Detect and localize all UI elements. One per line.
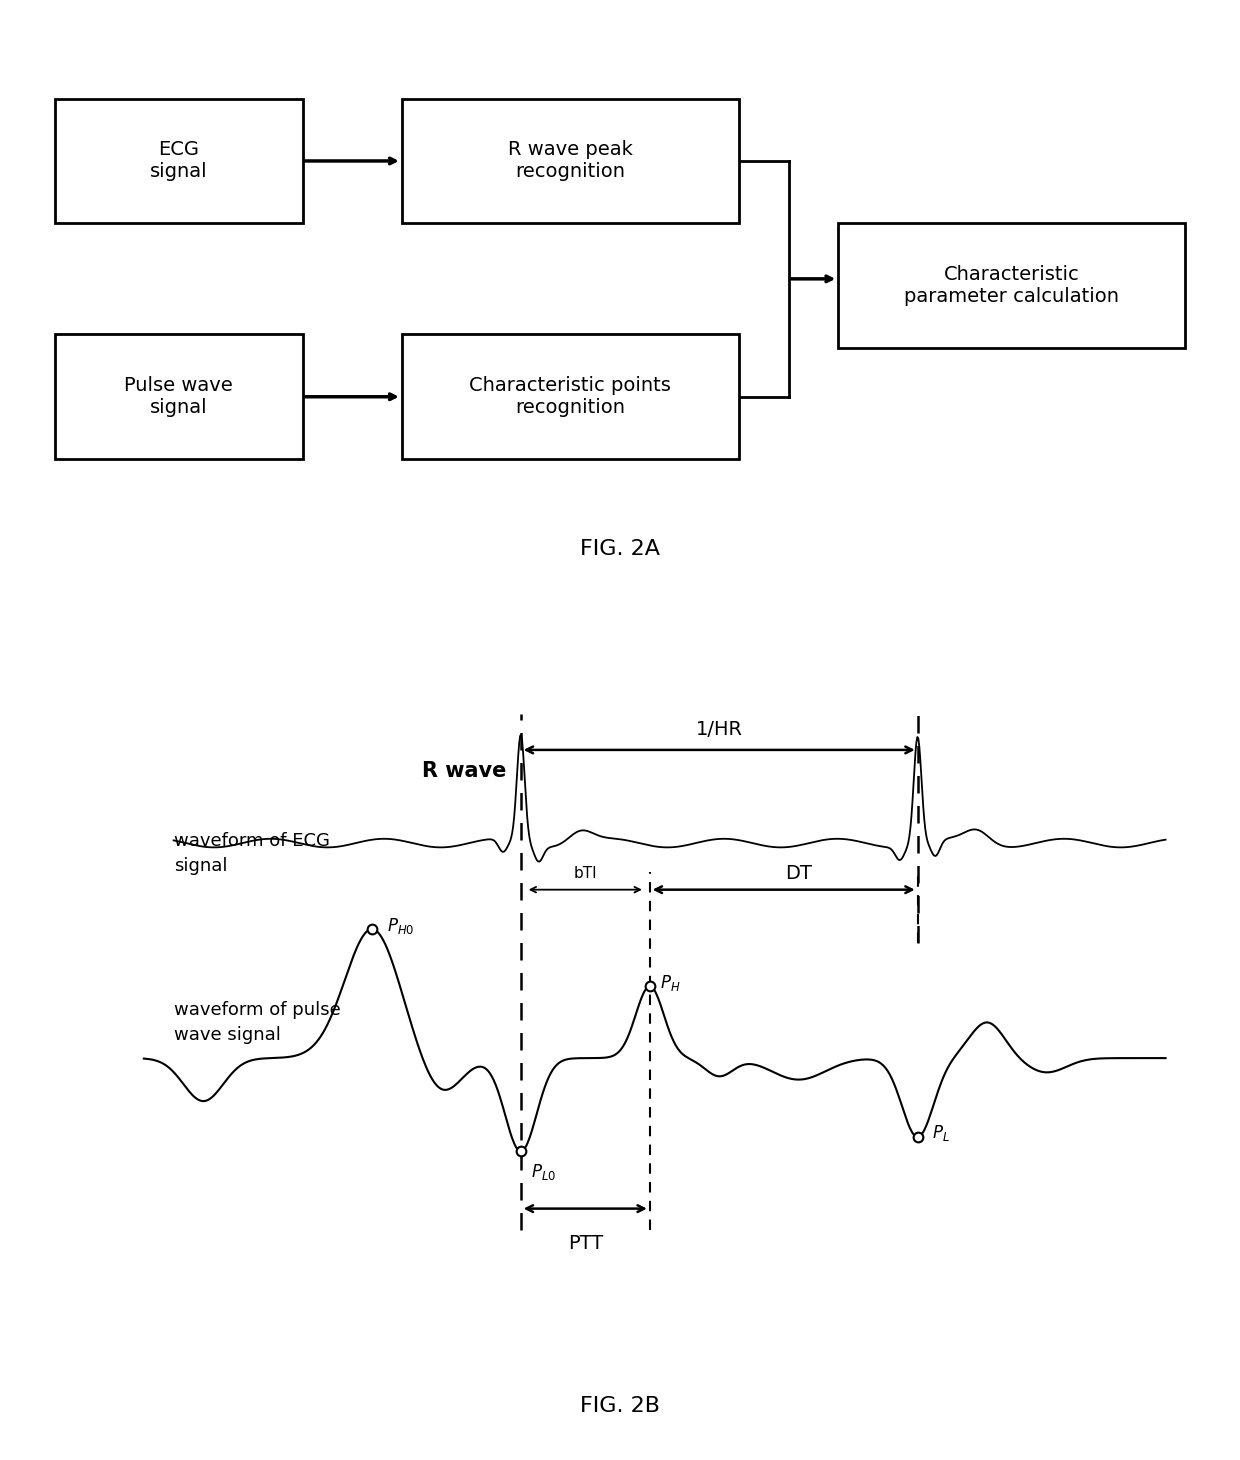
FancyBboxPatch shape [402, 334, 739, 458]
Text: bTI: bTI [573, 866, 598, 880]
Text: Characteristic points
recognition: Characteristic points recognition [470, 377, 671, 418]
Text: waveform of ECG
signal: waveform of ECG signal [174, 832, 330, 876]
Text: Pulse wave
signal: Pulse wave signal [124, 377, 233, 418]
FancyBboxPatch shape [402, 99, 739, 223]
Text: waveform of pulse
wave signal: waveform of pulse wave signal [174, 1000, 340, 1044]
Text: 1/HR: 1/HR [696, 720, 743, 739]
Text: ECG
signal: ECG signal [150, 140, 207, 181]
Text: $P_{L}$: $P_{L}$ [932, 1123, 950, 1143]
Text: R wave: R wave [422, 762, 506, 781]
Text: R wave peak
recognition: R wave peak recognition [508, 140, 632, 181]
Text: PTT: PTT [568, 1234, 603, 1253]
Text: $P_{L0}$: $P_{L0}$ [531, 1162, 556, 1183]
FancyBboxPatch shape [838, 223, 1185, 349]
Text: $P_{H0}$: $P_{H0}$ [387, 915, 414, 936]
Text: FIG. 2B: FIG. 2B [580, 1396, 660, 1416]
Text: $P_{H}$: $P_{H}$ [660, 972, 681, 993]
Text: FIG. 2A: FIG. 2A [580, 539, 660, 559]
Text: DT: DT [785, 863, 812, 882]
FancyBboxPatch shape [55, 99, 303, 223]
FancyBboxPatch shape [55, 334, 303, 458]
Text: Characteristic
parameter calculation: Characteristic parameter calculation [904, 266, 1120, 307]
